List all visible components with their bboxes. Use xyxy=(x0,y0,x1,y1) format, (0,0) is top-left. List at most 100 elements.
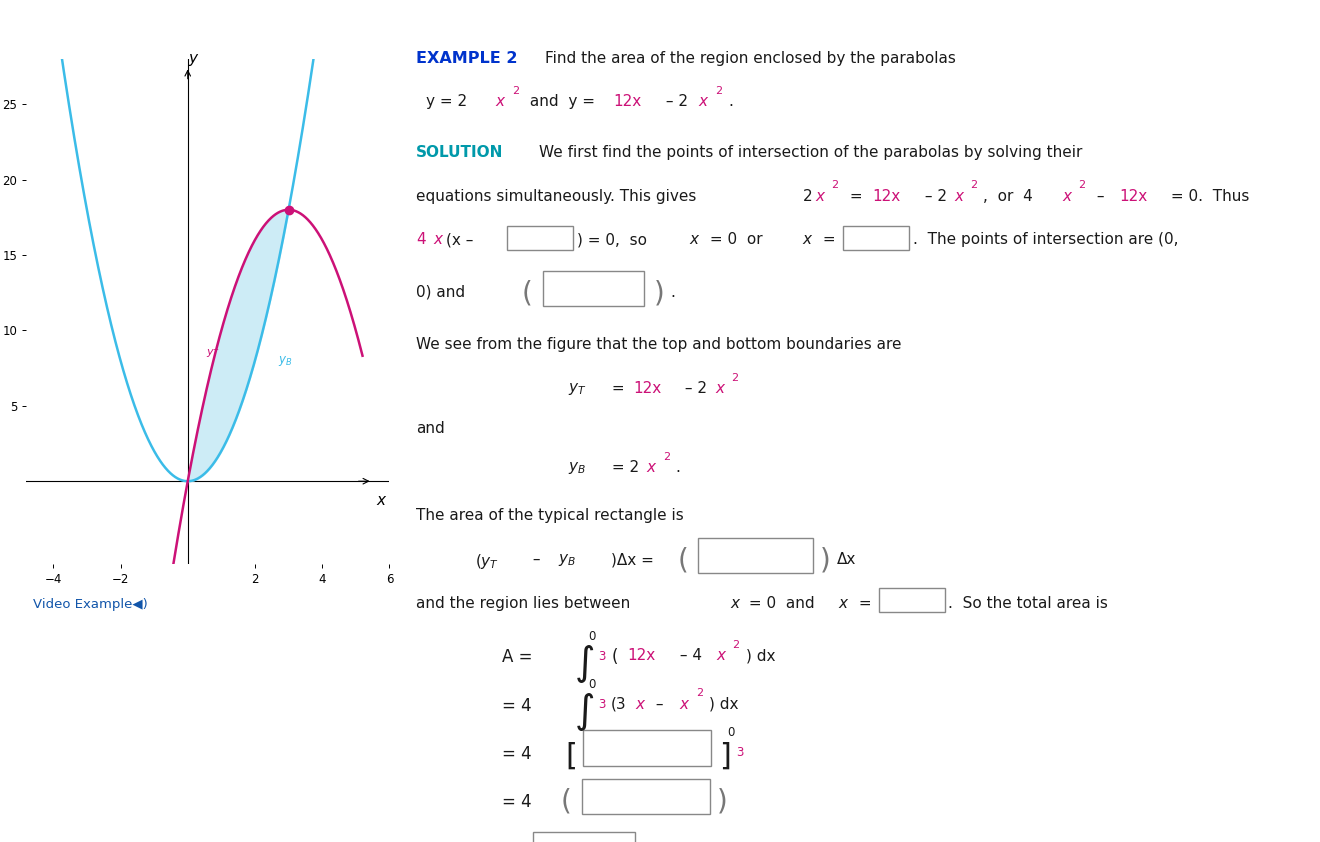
Text: $y_T$: $y_T$ xyxy=(206,347,220,359)
Text: x: x xyxy=(715,381,725,397)
Text: (3: (3 xyxy=(611,696,627,711)
Text: x: x xyxy=(698,94,708,109)
Text: 12x: 12x xyxy=(614,94,642,109)
Text: 12x: 12x xyxy=(627,648,655,663)
Text: =: = xyxy=(607,381,630,397)
Text: .: . xyxy=(671,285,676,300)
Text: (: ( xyxy=(521,280,532,308)
Text: x: x xyxy=(495,94,504,109)
Text: 12x: 12x xyxy=(1119,189,1147,204)
Text: 0: 0 xyxy=(727,726,735,739)
Text: = 0  and: = 0 and xyxy=(744,596,825,610)
Text: The area of the typical rectangle is: The area of the typical rectangle is xyxy=(416,509,684,523)
Text: Video Example◀): Video Example◀) xyxy=(33,598,148,610)
Text: We see from the figure that the top and bottom boundaries are: We see from the figure that the top and … xyxy=(416,338,902,353)
Text: x: x xyxy=(730,596,739,610)
Text: and the region lies between: and the region lies between xyxy=(416,596,640,610)
Text: $\int$: $\int$ xyxy=(574,643,594,685)
Text: 2: 2 xyxy=(663,451,669,461)
Text: 2: 2 xyxy=(696,688,702,698)
Text: (: ( xyxy=(561,788,572,816)
Text: ) = 0,  so: ) = 0, so xyxy=(577,232,656,248)
Text: and: and xyxy=(416,421,445,435)
Text: .: . xyxy=(640,841,645,842)
Text: ): ) xyxy=(653,280,664,308)
Text: 12x: 12x xyxy=(634,381,661,397)
Text: x: x xyxy=(954,189,964,204)
Text: (x –: (x – xyxy=(446,232,478,248)
Text: =: = xyxy=(845,189,867,204)
Text: .: . xyxy=(676,460,681,475)
Text: = 0  or: = 0 or xyxy=(705,232,772,248)
Text: –: – xyxy=(528,552,545,567)
Text: = 4: = 4 xyxy=(502,744,531,763)
Text: $y_B$: $y_B$ xyxy=(568,460,586,476)
Text: 2: 2 xyxy=(803,189,812,204)
Text: and  y =: and y = xyxy=(525,94,601,109)
Text: Δx: Δx xyxy=(837,552,857,567)
Text: = 2: = 2 xyxy=(607,460,639,475)
Text: =: = xyxy=(854,596,876,610)
Text: 3: 3 xyxy=(737,746,744,759)
Text: – 2: – 2 xyxy=(661,94,688,109)
Text: $y_T$: $y_T$ xyxy=(568,381,586,397)
Text: – 2: – 2 xyxy=(680,381,706,397)
Text: x: x xyxy=(803,232,812,248)
Text: = 0.  Thus: = 0. Thus xyxy=(1166,189,1249,204)
Text: – 2: – 2 xyxy=(920,189,946,204)
Text: x: x xyxy=(647,460,656,475)
Text: Find the area of the region enclosed by the parabolas: Find the area of the region enclosed by … xyxy=(545,51,956,66)
Text: 2: 2 xyxy=(731,373,738,383)
Text: 2: 2 xyxy=(1078,180,1085,190)
Text: (: ( xyxy=(611,648,618,666)
Text: = 4: = 4 xyxy=(502,793,531,811)
Text: equations simultaneously. This gives: equations simultaneously. This gives xyxy=(416,189,706,204)
Text: 0: 0 xyxy=(589,678,597,691)
Text: 12x: 12x xyxy=(873,189,900,204)
Text: ,  or  4: , or 4 xyxy=(983,189,1034,204)
Text: 2: 2 xyxy=(832,180,838,190)
Text: ): ) xyxy=(717,788,727,816)
Text: x: x xyxy=(689,232,698,248)
Text: y = 2: y = 2 xyxy=(426,94,467,109)
Text: –: – xyxy=(1092,189,1109,204)
Text: ]: ] xyxy=(719,741,731,770)
Text: SOLUTION: SOLUTION xyxy=(416,145,503,160)
Text: $y_B$: $y_B$ xyxy=(558,552,577,568)
Text: x: x xyxy=(635,696,644,711)
Text: – 4: – 4 xyxy=(675,648,701,663)
Text: $y_B$: $y_B$ xyxy=(279,354,293,368)
Text: x: x xyxy=(433,232,442,248)
Text: .  The points of intersection are (0,: . The points of intersection are (0, xyxy=(913,232,1179,248)
Text: 3: 3 xyxy=(598,650,606,663)
Text: We first find the points of intersection of the parabolas by solving their: We first find the points of intersection… xyxy=(539,145,1082,160)
Text: 2: 2 xyxy=(733,640,739,650)
Text: .: . xyxy=(729,94,734,109)
Text: = 4: = 4 xyxy=(502,696,531,715)
Text: 4: 4 xyxy=(416,232,425,248)
Text: )Δx =: )Δx = xyxy=(611,552,653,567)
Text: $\int$: $\int$ xyxy=(574,691,594,733)
Text: x: x xyxy=(376,493,385,509)
Text: ) dx: ) dx xyxy=(746,648,775,663)
Text: 2: 2 xyxy=(512,86,519,96)
Text: (: ( xyxy=(677,547,688,575)
Text: 2: 2 xyxy=(715,86,722,96)
Text: .  So the total area is: . So the total area is xyxy=(948,596,1107,610)
Text: ) dx: ) dx xyxy=(709,696,738,711)
Text: x: x xyxy=(816,189,825,204)
Text: =: = xyxy=(818,232,841,248)
Text: 0) and: 0) and xyxy=(416,285,465,300)
Text: ($y_T$: ($y_T$ xyxy=(475,552,499,571)
Text: x: x xyxy=(838,596,847,610)
Text: 2: 2 xyxy=(970,180,977,190)
Text: 0: 0 xyxy=(589,630,597,642)
Text: =: = xyxy=(502,841,516,842)
Text: –: – xyxy=(651,696,668,711)
Text: A =: A = xyxy=(502,648,532,666)
Text: EXAMPLE 2: EXAMPLE 2 xyxy=(416,51,517,66)
Text: ): ) xyxy=(820,547,830,575)
Text: x: x xyxy=(680,696,689,711)
Text: y: y xyxy=(189,51,197,67)
Text: [: [ xyxy=(565,741,577,770)
